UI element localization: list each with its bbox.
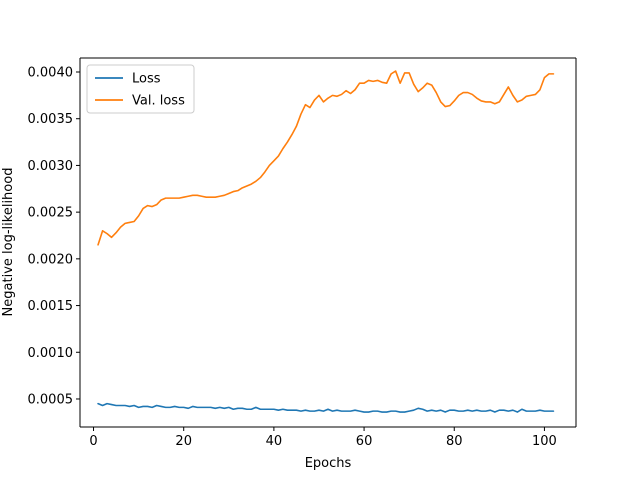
legend-label-0: Loss (132, 72, 161, 87)
x-tick-label: 100 (532, 434, 557, 449)
y-tick-label: 0.0020 (28, 252, 74, 267)
y-axis-label: Negative log-likelihood (1, 168, 16, 317)
x-axis-label: Epochs (305, 456, 352, 471)
series-layer (97, 70, 555, 413)
y-tick-label: 0.0030 (28, 159, 74, 174)
y-tick-label: 0.0010 (28, 346, 74, 361)
x-tick-label: 20 (175, 434, 192, 449)
legend: Loss Val. loss (86, 64, 195, 114)
x-tick-label: 80 (446, 434, 463, 449)
series-line-1 (97, 70, 555, 246)
y-tick-label: 0.0025 (28, 206, 74, 221)
series-line-0 (97, 402, 555, 413)
x-tick-label: 0 (89, 434, 97, 449)
x-tick-label: 60 (356, 434, 373, 449)
x-tick-label: 40 (266, 434, 283, 449)
y-tick-label: 0.0035 (28, 112, 74, 127)
y-tick-label: 0.0040 (28, 66, 74, 81)
ticks-layer: 0 20 40 60 80 100 0.0005 0.0010 0.0015 0.0020 0.00… (28, 66, 557, 449)
plot-background (80, 58, 576, 427)
y-tick-label: 0.0015 (28, 299, 74, 314)
y-tick-label: 0.0005 (28, 392, 74, 407)
axes-layer (79, 57, 577, 428)
legend-box (86, 64, 195, 114)
legend-label-1: Val. loss (132, 94, 185, 109)
